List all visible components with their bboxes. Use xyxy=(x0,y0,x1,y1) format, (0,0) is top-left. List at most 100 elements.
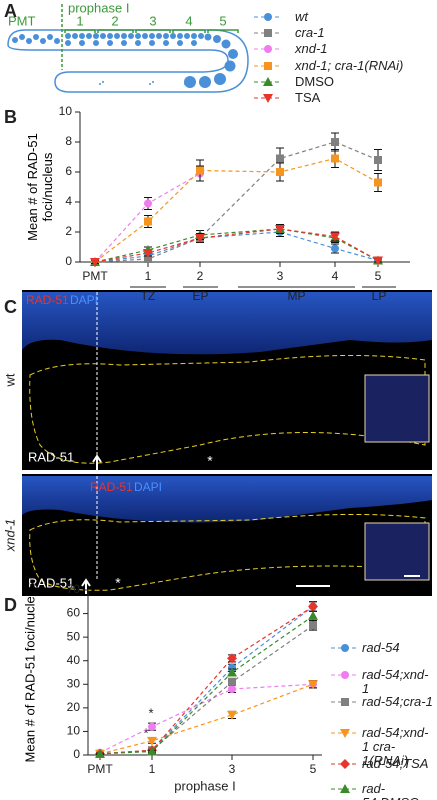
y-tick-label: 70 xyxy=(67,582,81,596)
stain-label: RAD-51 xyxy=(26,293,69,307)
gonad-outline xyxy=(29,354,426,464)
marker xyxy=(264,62,272,70)
marker xyxy=(308,680,318,690)
series-line xyxy=(99,606,314,755)
stage-brackets xyxy=(64,29,239,33)
legend-label: TSA xyxy=(295,90,321,105)
y-tick-label: 6 xyxy=(65,164,72,178)
series-line xyxy=(99,624,314,755)
marker xyxy=(263,94,273,103)
marker xyxy=(373,256,383,266)
marker xyxy=(227,710,237,720)
x-tick-label: 1 xyxy=(149,762,156,776)
inset xyxy=(364,522,430,581)
marker xyxy=(144,199,152,208)
marker xyxy=(275,225,285,234)
x-tick-label: 1 xyxy=(145,269,152,283)
stage-label: 3 xyxy=(149,13,156,28)
y-tick-label: 10 xyxy=(67,724,81,738)
stage-label: 5 xyxy=(219,13,226,28)
series-line xyxy=(99,605,314,755)
y-tick-label: 2 xyxy=(65,224,72,238)
series-line xyxy=(99,683,314,754)
marker xyxy=(341,671,349,679)
marker xyxy=(374,156,382,164)
asterisk: * xyxy=(207,453,213,469)
marker xyxy=(341,644,349,652)
marker xyxy=(90,258,100,267)
marker xyxy=(227,653,237,664)
marker xyxy=(227,667,237,677)
stage-label: MP xyxy=(288,289,306,303)
marker xyxy=(143,249,153,258)
dapi-signal xyxy=(22,476,432,523)
stage-label: EP xyxy=(192,289,208,303)
marker xyxy=(276,154,284,163)
series-line xyxy=(94,228,379,263)
micrograph-wt: RAD-51 DAPI RAD-51 * wt xyxy=(2,290,432,470)
channel-label: RAD-51 xyxy=(28,449,74,464)
marker xyxy=(331,154,339,163)
y-tick-label: 40 xyxy=(67,653,81,667)
series-line xyxy=(99,615,314,755)
legend-label: xnd-1; cra-1(RNAi) xyxy=(295,58,404,73)
legend-label: rad-54;TSA xyxy=(362,756,429,771)
legend-label: rad-54 xyxy=(362,640,400,655)
marker xyxy=(228,685,236,693)
y-tick-label: 10 xyxy=(59,104,73,118)
nuclei xyxy=(12,33,238,88)
stage-label: LP xyxy=(372,289,387,303)
legend-label: DMSO xyxy=(295,74,334,89)
prophase-label: prophase I xyxy=(68,0,129,15)
gonad-outline xyxy=(7,29,249,93)
legend-label: rad-54;DMSO xyxy=(362,781,419,800)
legend-label: rad-54;cra-1 xyxy=(362,694,433,709)
x-tick-label: 3 xyxy=(229,762,236,776)
y-tick-label: 60 xyxy=(67,606,81,620)
stain-label: RAD-51 xyxy=(90,480,133,494)
panel-label: C xyxy=(4,297,17,317)
marker xyxy=(374,178,382,187)
y-tick-label: 4 xyxy=(65,194,72,208)
marker xyxy=(340,784,350,793)
inset xyxy=(364,374,430,443)
x-tick-label: PMT xyxy=(82,269,108,283)
marker xyxy=(341,698,349,706)
series-line xyxy=(94,228,379,263)
legend-label: xnd-1 xyxy=(295,41,328,56)
marker xyxy=(264,45,272,53)
marker xyxy=(331,138,339,146)
x-tick-label: PMT xyxy=(87,762,113,776)
panel-label: B xyxy=(4,107,17,127)
y-tick-label: 50 xyxy=(67,629,81,643)
marker xyxy=(276,168,284,176)
stage-label: 4 xyxy=(185,13,192,28)
marker xyxy=(308,601,318,612)
genotype-label: xnd-1 xyxy=(2,519,17,553)
channel-label: RAD-51 xyxy=(28,575,74,590)
x-axis-label: prophase I xyxy=(174,778,235,793)
legend-label: rad-54;xnd-1 cra-1(RNAi) xyxy=(362,725,429,768)
x-tick-label: 3 xyxy=(277,269,284,283)
marker xyxy=(147,736,157,746)
legend-label: wt xyxy=(295,9,308,24)
micrograph-xnd-1: RAD-51 DAPI RAD-51 * xnd-1 xyxy=(2,474,432,596)
panel-label: D xyxy=(4,595,17,615)
marker xyxy=(196,166,204,175)
marker xyxy=(228,677,236,686)
marker xyxy=(148,722,156,731)
pmt-label: PMT xyxy=(8,13,36,28)
marker xyxy=(95,748,105,758)
marker xyxy=(264,29,272,37)
marker xyxy=(264,13,272,21)
legend-label: cra-1 xyxy=(295,25,325,40)
y-tick-label: 20 xyxy=(67,700,81,714)
y-tick-label: 0 xyxy=(65,254,72,268)
significance-mark: * xyxy=(148,705,153,720)
genotype-label: wt xyxy=(2,373,17,387)
series-line xyxy=(94,231,379,263)
y-axis-label: Mean # of RAD-51 foci/nucleus xyxy=(22,582,38,762)
series-line xyxy=(94,141,379,263)
